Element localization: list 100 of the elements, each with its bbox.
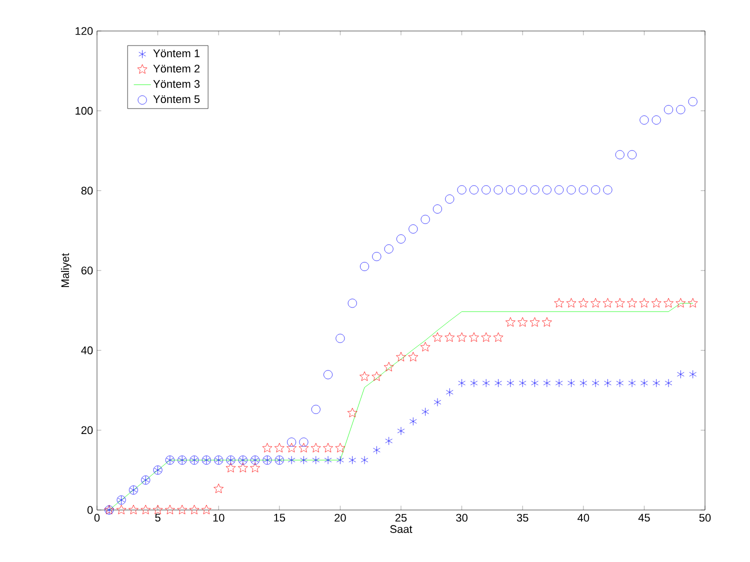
- point: [274, 442, 284, 452]
- point: [604, 378, 612, 388]
- point: [420, 214, 430, 224]
- point: [385, 436, 393, 446]
- point: [347, 408, 358, 418]
- point: [494, 378, 502, 388]
- point: [458, 378, 466, 388]
- point: [324, 370, 333, 380]
- point: [506, 378, 514, 388]
- point: [664, 378, 672, 388]
- point: [177, 504, 188, 514]
- point: [677, 370, 684, 378]
- point: [505, 317, 516, 327]
- point: [410, 417, 417, 426]
- point: [152, 504, 163, 514]
- point: [373, 446, 380, 454]
- point: [493, 332, 504, 342]
- point: [554, 298, 564, 308]
- point: [676, 105, 686, 114]
- point: [506, 185, 515, 194]
- point: [590, 298, 601, 308]
- x-axis-title: Saat: [390, 525, 412, 533]
- point: [201, 504, 212, 514]
- x-tick-label: 0: [94, 514, 100, 522]
- point: [446, 388, 454, 396]
- point: [530, 185, 540, 194]
- point: [396, 352, 406, 362]
- x-tick-label: 10: [213, 514, 224, 522]
- point: [323, 442, 333, 452]
- point: [287, 438, 296, 447]
- x-tick-label: 20: [334, 514, 346, 522]
- point: [518, 185, 528, 194]
- y-tick-label: 20: [81, 426, 93, 434]
- point: [360, 262, 370, 272]
- point: [469, 332, 479, 342]
- point: [592, 378, 600, 388]
- point: [580, 378, 588, 388]
- point: [300, 456, 308, 464]
- point: [310, 442, 321, 452]
- point: [664, 298, 674, 308]
- point: [578, 185, 588, 194]
- x-tick-label: 50: [699, 514, 711, 522]
- point: [566, 185, 576, 194]
- point: [128, 504, 138, 514]
- point: [444, 332, 455, 342]
- point: [397, 426, 405, 436]
- y-tick-label: 0: [87, 506, 93, 514]
- point: [299, 438, 308, 447]
- point: [336, 334, 345, 343]
- point: [262, 442, 272, 452]
- point: [311, 404, 320, 414]
- x-tick-label: 30: [456, 514, 468, 522]
- point: [518, 378, 526, 388]
- point: [566, 298, 576, 308]
- point: [214, 484, 224, 494]
- point: [432, 204, 442, 214]
- point: [238, 462, 248, 472]
- point: [688, 97, 698, 106]
- point: [165, 504, 175, 514]
- y-tick-label: 40: [81, 346, 93, 354]
- point: [482, 378, 490, 388]
- point: [360, 456, 368, 464]
- point: [189, 504, 200, 514]
- point: [457, 185, 466, 194]
- point: [542, 317, 552, 327]
- point: [384, 362, 394, 372]
- point: [298, 442, 309, 452]
- point: [616, 378, 624, 388]
- y-tick-label: 100: [76, 106, 93, 115]
- y-axis-title: Maliyet: [61, 253, 72, 288]
- legend-label: Yöntem 3: [153, 80, 200, 88]
- point: [481, 332, 492, 342]
- point: [628, 150, 637, 160]
- point: [602, 298, 613, 308]
- x-tick-label: 25: [395, 514, 407, 522]
- point: [226, 462, 236, 472]
- point: [434, 398, 442, 406]
- point: [408, 352, 418, 362]
- point: [372, 252, 382, 262]
- point: [140, 504, 151, 514]
- legend-label: Yöntem 5: [153, 95, 200, 104]
- y-tick-label: 60: [81, 266, 93, 274]
- point: [615, 150, 624, 160]
- point: [335, 442, 346, 452]
- point: [652, 378, 660, 388]
- point: [420, 342, 430, 352]
- point: [688, 298, 698, 308]
- point: [531, 378, 538, 388]
- point: [312, 456, 320, 464]
- point: [639, 298, 650, 308]
- point: [432, 332, 442, 342]
- point: [470, 378, 478, 388]
- point: [372, 371, 382, 381]
- point: [360, 371, 370, 381]
- point: [542, 185, 552, 194]
- y-tick-label: 80: [81, 186, 93, 195]
- point: [482, 185, 491, 194]
- point: [116, 504, 126, 514]
- x-tick-label: 5: [155, 514, 160, 522]
- point: [445, 194, 454, 204]
